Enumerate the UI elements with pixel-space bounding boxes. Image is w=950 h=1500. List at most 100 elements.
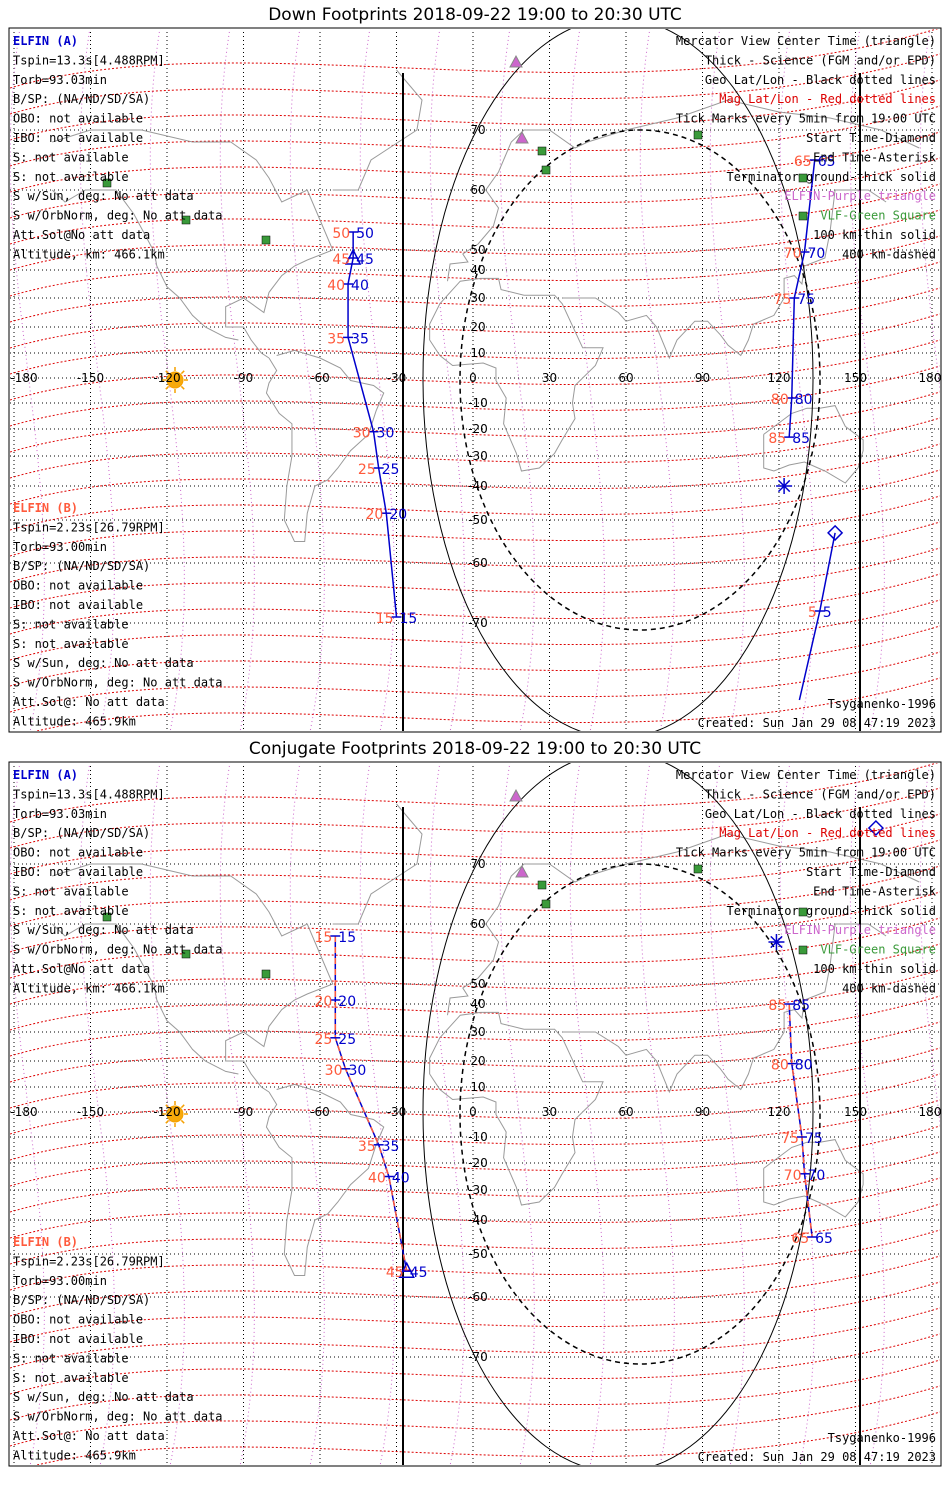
- track-tick-label-a: 40: [351, 278, 369, 294]
- mag-latitude-line: [10, 183, 940, 245]
- track-tick-label-a: 35: [382, 1139, 400, 1155]
- lon-tick-label: 150: [844, 1105, 867, 1119]
- vlf-square-icon: [537, 146, 547, 156]
- mag-meridian-line: [219, 763, 255, 1465]
- lat-tick-label: -20: [468, 422, 488, 436]
- sc-b-info-line: S w/Sun, deg: No att data: [13, 656, 194, 670]
- center-time-triangle: [344, 248, 362, 265]
- lat-tick-label: 20: [470, 320, 485, 334]
- lon-tick-label: 0: [469, 371, 477, 385]
- legend-line: Terminator ground-thick solid: [726, 170, 936, 184]
- legend-line: Thick - Science (FGM and/or EPD): [705, 53, 936, 67]
- elfin-triangle-icon: [509, 788, 523, 802]
- lon-tick-label: 0: [469, 1105, 477, 1119]
- legend-line: 100 km-thin solid: [813, 962, 936, 976]
- lon-tick-label: 180: [919, 1105, 942, 1119]
- lon-tick-label: 30: [542, 371, 557, 385]
- mag-latitude-line: [10, 865, 940, 927]
- mag-latitude-line: [10, 1073, 940, 1135]
- end-time-asterisk: [777, 479, 791, 493]
- sc-a-info-line: Tspin=13.3s[4.488RPM]: [13, 787, 165, 801]
- track-tick-label-a: 15: [338, 930, 356, 946]
- end-time-asterisk: [770, 935, 783, 949]
- track-tick-label-b: 15: [376, 611, 394, 627]
- lon-tick-label: -180: [10, 371, 37, 385]
- coastline: [429, 1011, 604, 1206]
- model-label: Tsyganenko-1996: [828, 697, 936, 711]
- sc-b-info-line: Tspin=2.23s[26.79RPM]: [13, 1254, 165, 1268]
- mag-meridian-line: [429, 29, 465, 731]
- legend-line: Mag Lat/Lon - Red dotted lines: [719, 92, 936, 106]
- legend-line: End Time-Asterisk: [813, 884, 937, 898]
- mag-latitude-line: [10, 79, 940, 141]
- legend-line: Tick Marks every 5min from 19:00 UTC: [676, 846, 936, 860]
- track-tick-label-a: 75: [797, 292, 815, 308]
- map-conjugate-footprints: -180 -150 -120 -90 -60 -30 0 30 60 90 120 150 180 70 6…: [8, 761, 942, 1467]
- center-time-triangle: [398, 1261, 415, 1278]
- legend-line: 100 km-thin solid: [813, 228, 936, 242]
- mag-meridian-line: [79, 763, 115, 1465]
- lat-tick-label: 10: [470, 346, 485, 360]
- coastline: [52, 863, 334, 1093]
- start-time-diamond: [827, 524, 844, 541]
- sc-a-info-line: IBO: not available: [13, 131, 143, 145]
- mag-latitude-line: [10, 943, 940, 1005]
- mag-latitude-line: [10, 1099, 940, 1161]
- lat-tick-label: 30: [470, 1025, 485, 1039]
- mag-latitude-line: [10, 235, 940, 297]
- lat-tick-label: 40: [470, 997, 485, 1011]
- mag-latitude-line: [10, 313, 940, 375]
- legend-line: Terminator ground-thick solid: [726, 904, 936, 918]
- mag-latitude-line: [10, 995, 940, 1057]
- lat-tick-label: 70: [470, 123, 485, 137]
- footprint-400km-ellipse: [459, 129, 821, 631]
- lon-tick-label: 30: [542, 1105, 557, 1119]
- track-tick-label-a: 45: [356, 252, 374, 268]
- vlf-square-icon: [541, 165, 551, 175]
- track-tick-label-b: 80: [771, 1058, 789, 1074]
- mag-latitude-line: [10, 105, 940, 167]
- elfin-triangle-icon: [515, 130, 529, 144]
- lon-tick-label: 60: [618, 371, 633, 385]
- sun-ray: [180, 370, 185, 375]
- coastline: [51, 189, 239, 341]
- sc-b-info-line: S: not available: [13, 1351, 129, 1365]
- map-down-footprints: -180 -150 -120 -90 -60 -30 0 30 60 90 120 150 180 70 6…: [8, 27, 942, 733]
- map-frame: [8, 27, 942, 733]
- coastline: [447, 833, 920, 1016]
- track-tick-label-b: 40: [327, 278, 345, 294]
- mag-meridian-line: [429, 763, 465, 1465]
- mag-meridian-line: [10, 763, 45, 1465]
- vlf-square-icon: [261, 235, 271, 245]
- lon-tick-label: -30: [387, 1105, 407, 1119]
- track-tick-label-b: 85: [768, 431, 786, 447]
- mag-latitude-line: [10, 599, 940, 661]
- coastline: [562, 189, 887, 360]
- lon-tick-label: -90: [234, 1105, 254, 1119]
- legend-line: VLF-Green Square: [820, 209, 936, 223]
- track-tick-label-b: 70: [784, 246, 802, 262]
- vlf-square-icon: [102, 912, 112, 922]
- track-tick-label-b: 5: [808, 605, 817, 621]
- track-tick-label-b: 85: [768, 998, 786, 1014]
- mag-meridian-line: [779, 29, 815, 731]
- panel-title-down: Down Footprints 2018-09-22 19:00 to 20:3…: [268, 5, 682, 25]
- mag-latitude-line: [10, 1047, 940, 1109]
- lat-tick-label: -20: [468, 1156, 488, 1170]
- sc-b-info-line: S: not available: [13, 1371, 129, 1385]
- vlf-square-icon: [693, 864, 703, 874]
- mag-meridian-line: [569, 763, 605, 1465]
- track-tick-label-b: 70: [784, 1168, 802, 1184]
- track-tick-label-a: 70: [808, 1168, 826, 1184]
- mag-latitude-line: [10, 469, 940, 531]
- sc-b-info-line: OBO: not available: [13, 1313, 143, 1327]
- mag-meridian-line: [79, 29, 115, 731]
- mag-latitude-line: [10, 261, 940, 323]
- track-tick-label-b: 25: [358, 462, 376, 478]
- map-content: [10, 29, 940, 731]
- lon-tick-label: -60: [310, 371, 330, 385]
- track-tick-label-a: 20: [338, 994, 356, 1010]
- track-tick-label-a: 30: [349, 1063, 367, 1079]
- track-tick-label-a: 50: [356, 226, 374, 242]
- coastline: [447, 99, 920, 282]
